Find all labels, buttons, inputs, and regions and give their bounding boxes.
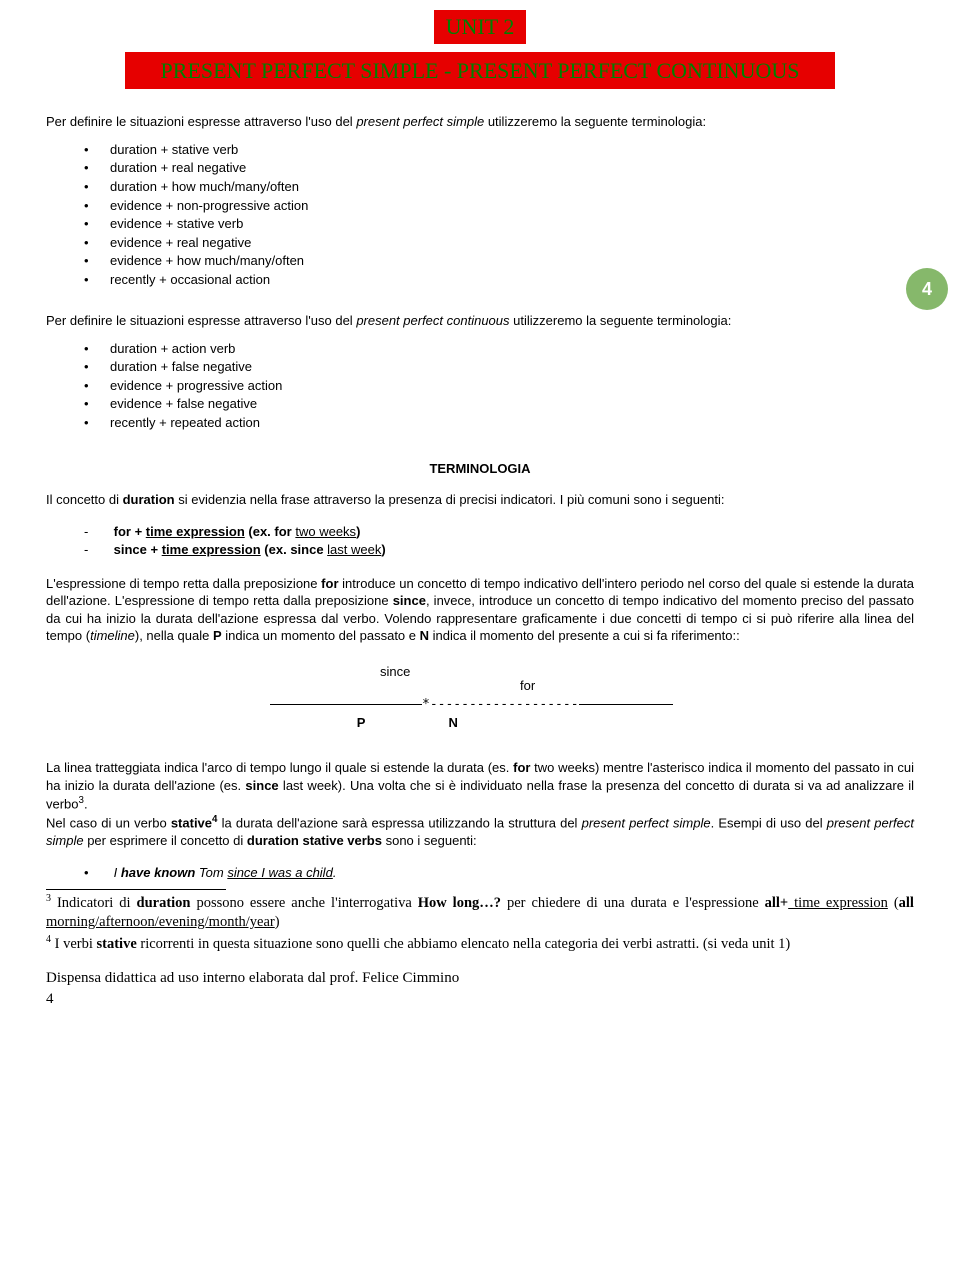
intro1-pre: Per definire le situazioni espresse attr… [46, 114, 356, 129]
page-marker: 4 [906, 268, 948, 310]
fn4a: I verbi [51, 936, 97, 952]
p3d: since [245, 778, 278, 793]
p4g: per esprimere il concetto di [84, 833, 247, 848]
intro2-term: present perfect continuous [356, 313, 509, 328]
p4a: Nel caso di un verbo [46, 815, 171, 830]
p1b: duration [123, 492, 175, 507]
dl0-bold: for [274, 524, 295, 539]
footer-page: 4 [46, 989, 914, 1009]
dl1-mid: (ex. [261, 542, 291, 557]
list-1: duration + stative verb duration + real … [90, 141, 914, 288]
list-item: I have known Tom since I was a child. [90, 864, 914, 882]
dl1-u2: last week [327, 542, 381, 557]
p4h: duration stative verbs [247, 833, 382, 848]
fn3c: possono essere anche l'interrogativa [191, 895, 418, 911]
p1c: si evidenzia nella frase attraverso la p… [175, 492, 725, 507]
list-item: duration + real negative [90, 159, 914, 177]
fn3b: duration [137, 895, 191, 911]
list-item: recently + occasional action [90, 271, 914, 289]
p4b: stative [171, 815, 212, 830]
para-1: Il concetto di duration si evidenzia nel… [46, 491, 914, 509]
list-item: duration + stative verb [90, 141, 914, 159]
footnote-3: 3 Indicatori di duration possono essere … [46, 892, 914, 933]
footnotes: 3 Indicatori di duration possono essere … [46, 892, 914, 954]
intro-1: Per definire le situazioni espresse attr… [46, 113, 914, 131]
para-3: La linea tratteggiata indica l'arco di t… [46, 759, 914, 813]
list-item: recently + repeated action [90, 414, 914, 432]
fn3a: Indicatori di [51, 895, 137, 911]
intro2-pre: Per definire le situazioni espresse attr… [46, 313, 356, 328]
dashlist: for + time expression (ex. for two weeks… [90, 523, 914, 559]
list-item: for + time expression (ex. for two weeks… [90, 523, 914, 541]
exe: . [333, 865, 337, 880]
exd: since I was a child [227, 865, 333, 880]
content: 4 Per definire le situazioni espresse at… [46, 113, 914, 1009]
fn3k: ) [275, 914, 280, 930]
title-badge: PRESENT PERFECT SIMPLE - PRESENT PERFECT… [125, 52, 835, 90]
dl0-lead: for + [114, 524, 146, 539]
dl1-u: time expression [162, 542, 261, 557]
fn3g: time expression [788, 895, 888, 911]
diagram-for: for [520, 677, 690, 695]
list-item: evidence + how much/many/often [90, 252, 914, 270]
list-item: evidence + progressive action [90, 377, 914, 395]
dl0-u2: two weeks [295, 524, 356, 539]
list-item: since + time expression (ex. since last … [90, 541, 914, 559]
p3b: for [513, 760, 530, 775]
exa: I [114, 865, 121, 880]
dl0-end: ) [356, 524, 360, 539]
para-4: Nel caso di un verbo stative4 la durata … [46, 813, 914, 849]
fn3j: morning/afternoon/evening/month/year [46, 914, 275, 930]
footer-credit: Dispensa didattica ad uso interno elabor… [46, 968, 914, 988]
intro1-term: present perfect simple [356, 114, 484, 129]
list-2: duration + action verb duration + false … [90, 340, 914, 432]
p3a: La linea tratteggiata indica l'arco di t… [46, 760, 513, 775]
list-item: evidence + non-progressive action [90, 197, 914, 215]
section-heading: TERMINOLOGIA [46, 460, 914, 478]
fn3e: per chiedere di una durata e l'espressio… [501, 895, 765, 911]
p1a: Il concetto di [46, 492, 123, 507]
fn4c: ricorrenti in questa situazione sono que… [137, 936, 790, 952]
p4e: . Esempi di uso del [711, 815, 827, 830]
fn3i: all [899, 895, 914, 911]
p4i: sono i seguenti: [382, 833, 477, 848]
dl0-mid: (ex. [245, 524, 275, 539]
intro1-post: utilizzeremo la seguente terminologia: [484, 114, 706, 129]
p4c: la durata dell'azione sarà espressa util… [217, 815, 581, 830]
intro2-post: utilizzeremo la seguente terminologia: [510, 313, 732, 328]
diagram-axis: *------------------- [270, 696, 690, 714]
list-item: duration + action verb [90, 340, 914, 358]
list-item: evidence + stative verb [90, 215, 914, 233]
dl1-end: ) [381, 542, 385, 557]
fn3h: ( [888, 895, 899, 911]
dl0-u: time expression [146, 524, 245, 539]
list-item: duration + how much/many/often [90, 178, 914, 196]
p3f: . [84, 797, 88, 812]
exb: have known [121, 865, 195, 880]
diagram-labels: P N [270, 714, 690, 732]
footnote-4: 4 I verbi stative ricorrenti in questa s… [46, 933, 914, 954]
example-list: I have known Tom since I was a child. [90, 864, 914, 882]
footer: Dispensa didattica ad uso interno elabor… [46, 968, 914, 1009]
list-item: duration + false negative [90, 358, 914, 376]
para-2: L'espressione di tempo retta dalla prepo… [46, 575, 914, 645]
unit-badge: UNIT 2 [434, 10, 526, 44]
intro-2: Per definire le situazioni espresse attr… [46, 312, 914, 330]
list-item: evidence + real negative [90, 234, 914, 252]
fn3d: How long…? [418, 895, 501, 911]
dl1-lead: since + [114, 542, 162, 557]
list-item: evidence + false negative [90, 395, 914, 413]
exc: Tom [195, 865, 227, 880]
dl1-bold: since [290, 542, 327, 557]
p4d: present perfect simple [582, 815, 711, 830]
fn3f: all+ [765, 895, 789, 911]
fn4b: stative [97, 936, 137, 952]
footnote-rule [46, 889, 226, 890]
timeline-diagram: since for *------------------- P N [270, 663, 690, 731]
